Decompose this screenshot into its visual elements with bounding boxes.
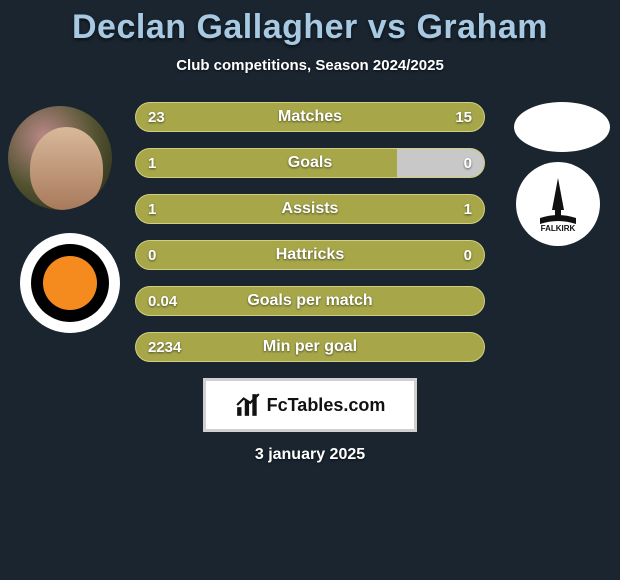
club-right-text: FALKIRK	[541, 224, 576, 233]
player-right-avatar	[514, 102, 610, 152]
stat-value-left: 0	[148, 241, 156, 269]
stat-value-left: 1	[148, 149, 156, 177]
chart-icon	[235, 392, 261, 418]
stat-label: Matches	[136, 103, 484, 131]
stat-label: Assists	[136, 195, 484, 223]
player-left-avatar	[8, 106, 112, 210]
player-left-face	[30, 127, 103, 210]
page-subtitle: Club competitions, Season 2024/2025	[0, 57, 620, 74]
stat-value-right: 0	[464, 149, 472, 177]
stat-value-left: 0.04	[148, 287, 177, 315]
stat-value-right: 15	[455, 103, 472, 131]
falkirk-icon: FALKIRK	[528, 174, 588, 234]
brand-box: FcTables.com	[203, 378, 417, 432]
stat-label: Hattricks	[136, 241, 484, 269]
brand-text: FcTables.com	[267, 395, 386, 416]
stat-value-left: 1	[148, 195, 156, 223]
stat-row: Goals per match0.04	[135, 286, 485, 316]
stat-value-right: 0	[464, 241, 472, 269]
date-text: 3 january 2025	[0, 446, 620, 464]
stat-value-left: 23	[148, 103, 165, 131]
stat-label: Goals per match	[136, 287, 484, 315]
stat-label: Min per goal	[136, 333, 484, 361]
stat-row: Goals1 0	[135, 148, 485, 178]
club-right-badge: FALKIRK	[516, 162, 600, 246]
stat-row: Assists1 1	[135, 194, 485, 224]
club-left-badge-ring	[31, 244, 109, 322]
club-left-badge-core	[43, 256, 97, 310]
stat-value-right: 1	[464, 195, 472, 223]
stat-value-left: 2234	[148, 333, 181, 361]
stat-label: Goals	[136, 149, 484, 177]
stat-bars: Matches2315Goals10Assists11Hattricks00Go…	[135, 102, 485, 362]
stat-row: Min per goal2234	[135, 332, 485, 362]
comparison-content: FALKIRK Matches2315Goals10Assists11Hattr…	[0, 102, 620, 464]
club-left-badge	[20, 233, 120, 333]
page-title: Declan Gallagher vs Graham	[0, 0, 620, 47]
stat-row: Matches23 15	[135, 102, 485, 132]
stat-row: Hattricks0 0	[135, 240, 485, 270]
